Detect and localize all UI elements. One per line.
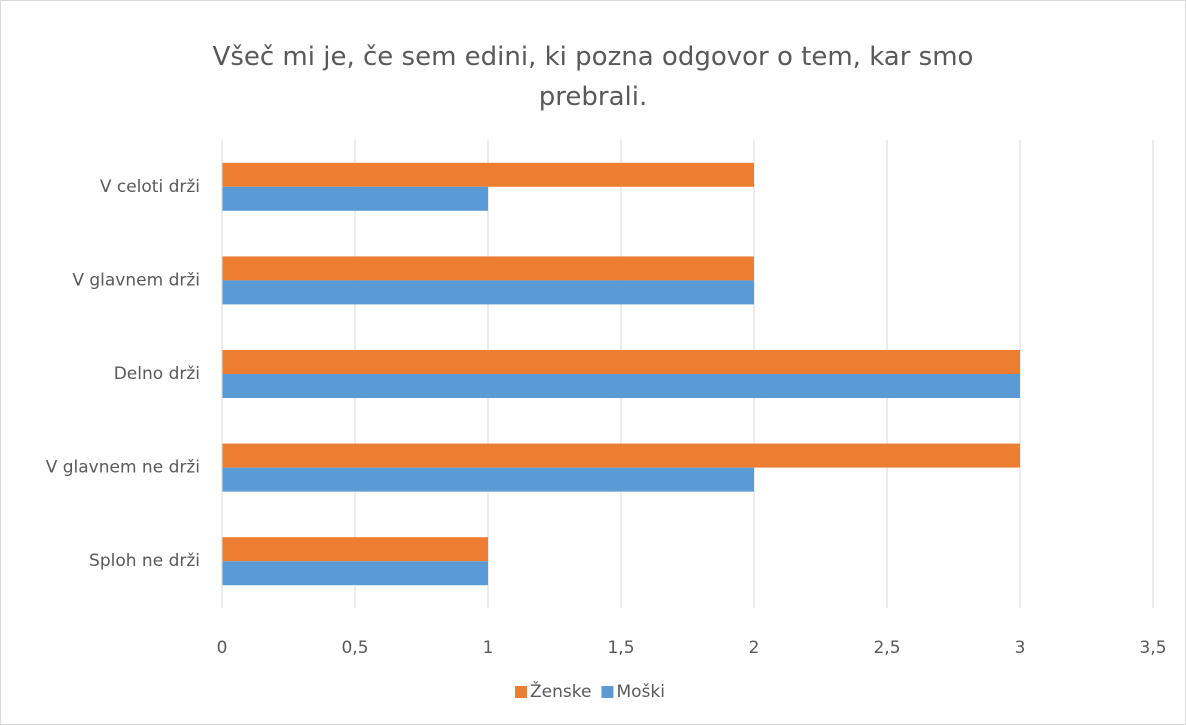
legend-swatch xyxy=(515,686,527,698)
bar xyxy=(222,374,1020,398)
bar xyxy=(222,350,1020,374)
y-tick-label: V glavnem ne drži xyxy=(46,458,200,478)
bar xyxy=(222,162,754,187)
y-tick-label: V glavnem drži xyxy=(72,270,200,290)
legend-swatch xyxy=(601,686,614,698)
y-tick-label: Delno drži xyxy=(114,364,200,384)
x-tick-label: 2,5 xyxy=(873,638,900,658)
x-tick-label: 2 xyxy=(749,638,760,658)
y-tick-label: V celoti drži xyxy=(100,177,200,197)
chart-title: Všeč mi je, če sem edini, ki pozna odgov… xyxy=(212,42,974,112)
bar xyxy=(222,256,754,281)
bar xyxy=(222,280,754,305)
y-tick-label: Sploh ne drži xyxy=(89,551,200,571)
bar xyxy=(222,537,488,562)
x-tick-label: 3 xyxy=(1015,638,1026,658)
bar xyxy=(222,467,754,492)
x-tick-label: 0 xyxy=(217,638,228,658)
x-tick-label: 1,5 xyxy=(607,638,634,658)
bar xyxy=(222,443,1020,468)
x-tick-label: 1 xyxy=(483,638,494,658)
x-tick-label: 0,5 xyxy=(341,638,368,658)
x-tick-label: 3,5 xyxy=(1139,638,1166,658)
legend-label: Moški xyxy=(616,682,665,702)
bar xyxy=(222,561,488,586)
legend-label: Ženske xyxy=(530,680,591,702)
bar xyxy=(222,186,488,211)
